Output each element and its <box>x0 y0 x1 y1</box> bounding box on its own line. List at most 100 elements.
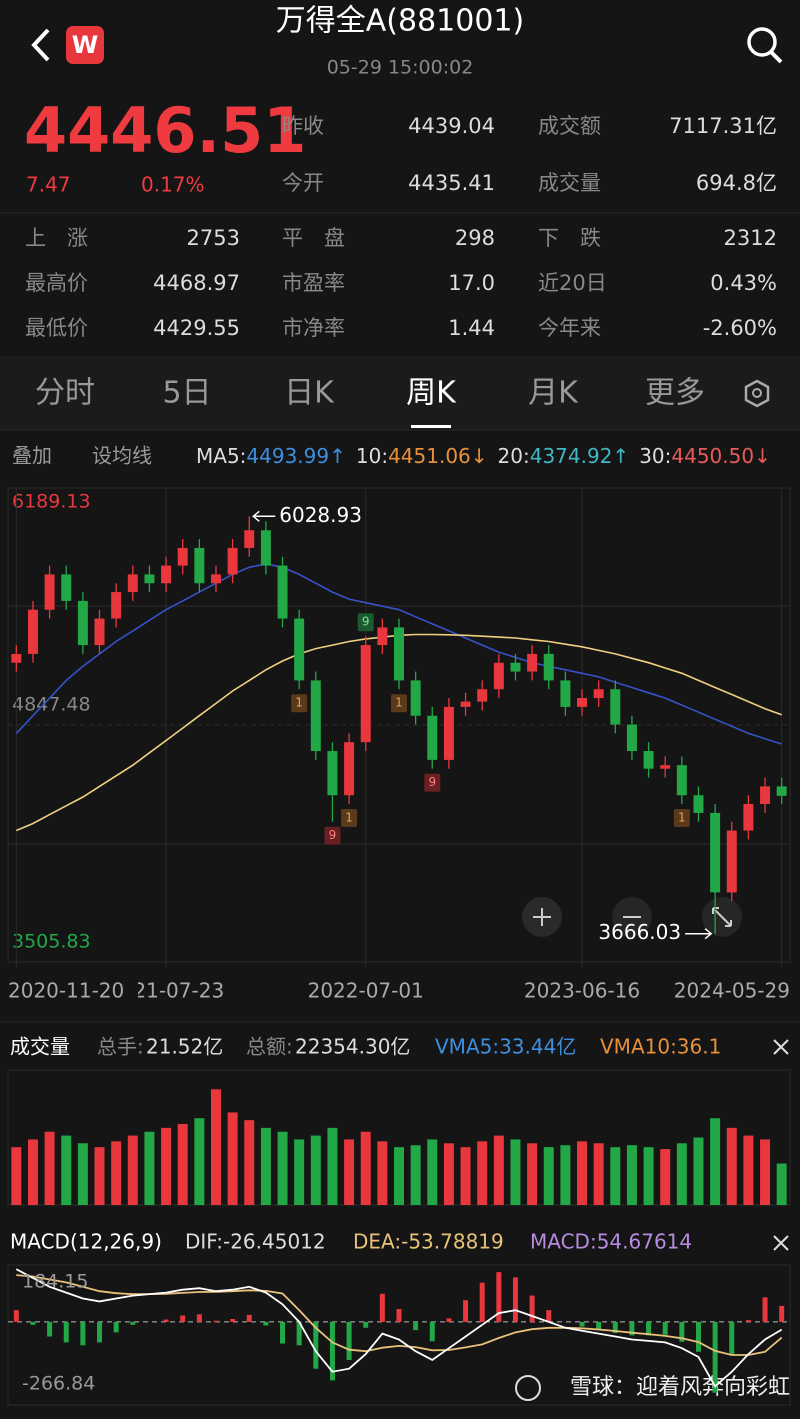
td-label: 1 <box>345 811 353 825</box>
macd-bar <box>346 1321 352 1360</box>
settings-icon[interactable] <box>744 379 770 408</box>
macd-bar <box>280 1321 286 1344</box>
tab[interactable]: 日K <box>284 376 335 411</box>
candle-body <box>144 574 155 584</box>
market-value: 2753 <box>187 226 240 250</box>
dif-line <box>15 1268 783 1388</box>
volume-bar <box>510 1139 521 1205</box>
candle-body <box>510 662 521 672</box>
macd-bar <box>80 1321 86 1346</box>
macd-bar <box>246 1314 252 1322</box>
watermark: 雪球：迎着风奔向彩虹 <box>570 1375 790 1400</box>
macd-bar <box>712 1321 718 1393</box>
candle-body <box>676 765 687 796</box>
volume-bar <box>127 1135 138 1205</box>
close-macd[interactable] <box>773 1235 789 1251</box>
volume-bar <box>27 1139 38 1205</box>
stat-value: 7117.31亿 <box>669 114 777 138</box>
candle-body <box>294 618 305 681</box>
y-tick-label: -266.84 <box>22 1373 95 1395</box>
volume-bar <box>227 1112 238 1205</box>
macd-bar <box>596 1321 602 1331</box>
candle-body <box>194 547 205 584</box>
candle-body <box>493 662 504 690</box>
search-button[interactable] <box>747 27 783 64</box>
candle-body <box>743 804 754 831</box>
candle-body <box>477 689 488 702</box>
volume-bar <box>743 1135 754 1205</box>
candle-body <box>127 574 138 593</box>
candle-body <box>11 653 22 663</box>
td-label: 9 <box>362 615 370 629</box>
volume-stat: 22354.30亿 <box>295 1035 410 1059</box>
tab[interactable]: 月K <box>528 376 579 411</box>
candle-body <box>260 530 271 566</box>
macd-bar <box>496 1272 502 1322</box>
volume-bar <box>527 1143 538 1205</box>
volume-stat: VMA10:36.1 <box>600 1035 721 1059</box>
candle-body <box>277 565 288 619</box>
candle-body <box>210 574 221 584</box>
macd-bar <box>529 1295 535 1322</box>
candle-body <box>427 715 438 760</box>
macd-bar <box>695 1321 701 1352</box>
volume-title: 成交量 <box>10 1035 70 1059</box>
volume-bar <box>327 1127 338 1205</box>
volume-bar <box>61 1135 72 1205</box>
candle-body <box>660 765 671 769</box>
macd-bar <box>130 1321 136 1325</box>
annotation-arrow <box>685 928 713 940</box>
volume-bar <box>177 1124 188 1205</box>
label-bg <box>0 978 138 1006</box>
chart-button[interactable]: 叠加 <box>12 444 52 468</box>
x-tick-label: 2022-07-01 <box>308 979 424 1003</box>
volume-bar <box>144 1131 155 1205</box>
candle-body <box>443 706 454 760</box>
macd-bar <box>97 1321 103 1343</box>
candle-body <box>227 547 238 575</box>
candle-body <box>760 786 771 805</box>
volume-bar <box>693 1137 704 1205</box>
macd-bar <box>463 1300 469 1322</box>
back-button[interactable] <box>31 28 50 62</box>
stat-value: 694.8亿 <box>696 171 777 195</box>
chart-button[interactable]: 设均线 <box>92 444 152 468</box>
tab[interactable]: 更多 <box>645 376 705 411</box>
macd-bar <box>379 1293 385 1322</box>
market-value: 1.44 <box>448 316 495 340</box>
volume-bar <box>710 1118 721 1205</box>
logo-text: W <box>72 31 98 59</box>
high-label: 6028.93 <box>279 503 362 527</box>
tab[interactable]: 分时 <box>35 376 95 411</box>
volume-bar <box>161 1127 172 1205</box>
macd-bar <box>313 1321 319 1369</box>
candle-body <box>726 830 737 893</box>
y-tick-label: 6189.13 <box>12 491 91 513</box>
expand-icon <box>712 907 732 927</box>
tab[interactable]: 5日 <box>162 376 211 411</box>
tab[interactable]: 周K <box>406 376 457 411</box>
macd-stat: DEA:-53.78819 <box>353 1230 504 1254</box>
market-value: 4468.97 <box>153 271 240 295</box>
price: 4446.51 <box>24 94 306 167</box>
macd-bar <box>163 1319 169 1322</box>
market-label: 近20日 <box>538 271 607 295</box>
x-tick-label: 2023-06-16 <box>524 979 640 1003</box>
macd-bar <box>662 1321 668 1335</box>
macd-stat: DIF:-26.45012 <box>185 1230 326 1254</box>
close-volume[interactable] <box>773 1039 789 1055</box>
volume-bar <box>111 1141 122 1205</box>
td-label: 9 <box>329 828 337 842</box>
candle-body <box>177 547 188 566</box>
ma-value: 4374.92↑ <box>530 444 629 468</box>
ma-line <box>15 562 782 745</box>
market-label: 最低价 <box>25 316 88 340</box>
candle-body <box>776 786 787 796</box>
macd-bar <box>363 1321 369 1328</box>
volume-bar <box>194 1118 205 1205</box>
macd-title: MACD(12,26,9) <box>10 1230 162 1254</box>
settings-dot <box>752 388 762 398</box>
volume-bar <box>660 1149 671 1205</box>
candle-body <box>460 701 471 707</box>
